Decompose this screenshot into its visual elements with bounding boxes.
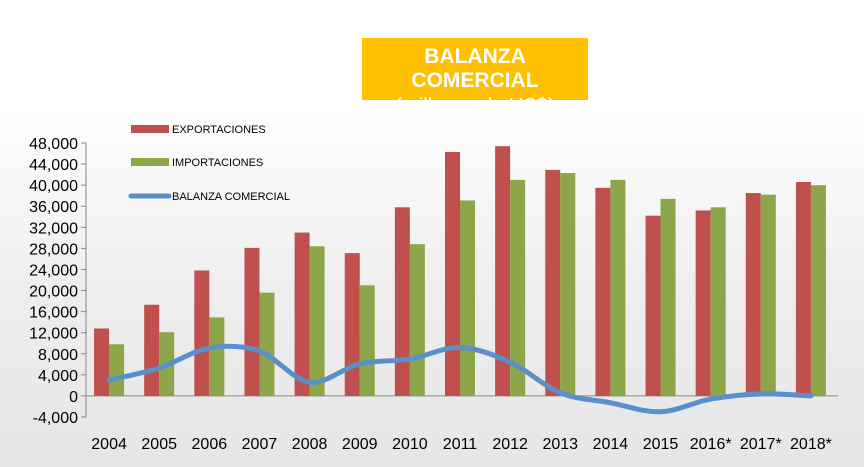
legend-label: IMPORTACIONES xyxy=(172,157,263,169)
export-bar-2006 xyxy=(194,270,210,396)
import-bar-2009 xyxy=(359,285,375,396)
y-tick-label: 32,000 xyxy=(29,220,78,237)
y-tick-label: 40,000 xyxy=(29,178,78,195)
balance-point-2005 xyxy=(156,365,162,371)
x-tick-label: 2013 xyxy=(542,436,578,453)
export-bar-2018 xyxy=(795,181,811,396)
export-bar-2011 xyxy=(445,151,460,396)
x-tick-label: 2016* xyxy=(690,436,732,453)
y-tick-label: 28,000 xyxy=(29,241,78,258)
import-bar-2017 xyxy=(760,194,776,396)
y-tick-label: 4,000 xyxy=(38,368,78,385)
balance-point-2016 xyxy=(708,396,714,402)
export-bar-2009 xyxy=(344,253,360,396)
balance-point-2009 xyxy=(357,361,363,367)
bar-series xyxy=(94,146,826,396)
balance-point-2010 xyxy=(407,356,413,362)
balance-point-2007 xyxy=(256,348,262,354)
export-bar-2007 xyxy=(244,247,260,396)
import-bar-2014 xyxy=(610,179,626,396)
balance-point-2008 xyxy=(307,379,313,385)
y-tick-label: 8,000 xyxy=(38,347,78,364)
chart-legend: EXPORTACIONES IMPORTACIONES BALANZA COMERC… xyxy=(128,124,290,203)
import-bar-2013 xyxy=(560,173,576,396)
export-bar-2017 xyxy=(745,193,761,396)
x-tick-label: 2011 xyxy=(443,436,478,453)
y-tick-label: 20,000 xyxy=(29,284,78,301)
import-bar-2006 xyxy=(209,317,225,396)
export-bar-2005 xyxy=(144,304,160,396)
import-bar-2015 xyxy=(660,198,676,396)
import-bar-2012 xyxy=(510,179,526,396)
legend-swatch-exportaciones xyxy=(131,125,169,133)
y-tick-label: 24,000 xyxy=(29,262,78,279)
balance-point-2018 xyxy=(808,393,814,399)
export-bar-2010 xyxy=(394,207,410,396)
x-tick-label: 2018* xyxy=(790,436,832,453)
chart-title: BALANZA COMERCIAL xyxy=(411,45,539,92)
import-bar-2011 xyxy=(460,200,475,396)
balance-point-2012 xyxy=(507,359,513,365)
import-bar-2004 xyxy=(109,344,125,396)
balance-point-2006 xyxy=(206,345,212,351)
import-bar-2010 xyxy=(409,244,425,396)
x-tick-label: 2009 xyxy=(342,436,378,453)
x-tick-label: 2008 xyxy=(292,436,328,453)
import-bar-2007 xyxy=(259,292,275,396)
import-bar-2016 xyxy=(710,207,726,396)
balance-point-2015 xyxy=(658,409,664,415)
x-axis-ticks: 2004 2005 2006 2007 2008 2009 2010 2011 2012 2013… xyxy=(91,436,832,453)
x-tick-label: 2004 xyxy=(91,436,127,453)
y-tick-label: 12,000 xyxy=(29,326,78,343)
balance-point-2011 xyxy=(457,344,463,350)
y-tick-label: 0 xyxy=(69,389,78,406)
chart-title-box: BALANZA COMERCIAL (millones de US$) xyxy=(362,38,588,117)
import-bar-2018 xyxy=(810,185,826,396)
balance-point-2004 xyxy=(106,377,112,383)
export-bar-2012 xyxy=(495,146,511,396)
export-bar-2013 xyxy=(545,169,561,396)
balance-point-2014 xyxy=(607,400,613,406)
x-tick-label: 2006 xyxy=(192,436,228,453)
y-tick-label: 48,000 xyxy=(29,136,78,153)
x-tick-label: 2015 xyxy=(643,436,679,453)
y-tick-label: 36,000 xyxy=(29,199,78,216)
export-bar-2004 xyxy=(94,328,110,396)
x-tick-label: 2010 xyxy=(392,436,428,453)
x-tick-label: 2005 xyxy=(141,436,177,453)
line-series xyxy=(106,343,814,415)
x-tick-label: 2014 xyxy=(593,436,629,453)
legend-swatch-importaciones xyxy=(131,158,169,166)
y-tick-label: 16,000 xyxy=(29,305,78,322)
y-tick-label: -4,000 xyxy=(33,410,78,427)
x-tick-label: 2017* xyxy=(740,436,782,453)
legend-label: BALANZA COMERCIAL xyxy=(172,191,290,203)
balance-point-2017 xyxy=(758,391,764,397)
import-bar-2008 xyxy=(309,246,325,396)
legend-label: EXPORTACIONES xyxy=(172,124,266,136)
chart-subtitle: (millones de US$) xyxy=(395,95,555,117)
export-bar-2014 xyxy=(595,187,611,396)
export-bar-2015 xyxy=(645,215,661,396)
balance-point-2013 xyxy=(557,390,563,396)
export-bar-2016 xyxy=(695,210,711,396)
x-tick-label: 2007 xyxy=(242,436,278,453)
export-bar-2008 xyxy=(294,232,310,396)
y-axis-ticks: -4,000 0 4,000 8,000 12,000 16,000 20,000 24,00… xyxy=(29,136,86,427)
x-tick-label: 2012 xyxy=(492,436,528,453)
y-tick-label: 44,000 xyxy=(29,157,78,174)
